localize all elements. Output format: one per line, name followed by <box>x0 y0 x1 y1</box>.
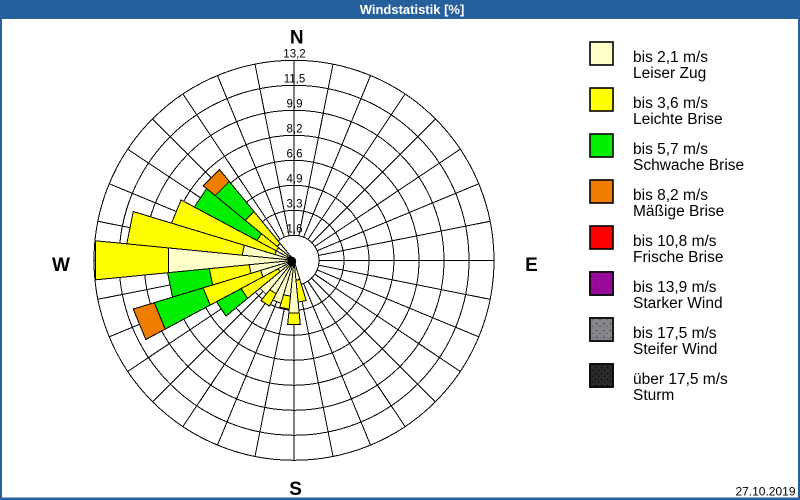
svg-text:Frische Brise: Frische Brise <box>633 249 723 266</box>
svg-text:11,5: 11,5 <box>284 73 306 85</box>
svg-text:W: W <box>52 255 70 276</box>
svg-text:27.10.2019: 27.10.2019 <box>735 484 795 498</box>
svg-text:Schwache Brise: Schwache Brise <box>633 157 744 174</box>
svg-text:4,9: 4,9 <box>287 173 303 185</box>
svg-text:bis 2,1 m/s: bis 2,1 m/s <box>633 49 708 66</box>
svg-text:über 17,5 m/s: über 17,5 m/s <box>633 371 728 388</box>
svg-text:N: N <box>290 27 304 48</box>
svg-text:Steifer Wind: Steifer Wind <box>633 341 717 358</box>
svg-text:bis 8,2 m/s: bis 8,2 m/s <box>633 187 708 204</box>
svg-text:1,6: 1,6 <box>287 223 303 235</box>
svg-text:6,6: 6,6 <box>287 148 303 160</box>
svg-text:Starker Wind: Starker Wind <box>633 295 723 312</box>
svg-text:bis 13,9 m/s: bis 13,9 m/s <box>633 279 717 296</box>
svg-text:bis 10,8 m/s: bis 10,8 m/s <box>633 233 717 250</box>
svg-text:Windstatistik [%]: Windstatistik [%] <box>360 2 465 17</box>
svg-text:bis 17,5 m/s: bis 17,5 m/s <box>633 325 717 342</box>
svg-text:3,3: 3,3 <box>287 198 303 210</box>
svg-text:Mäßige Brise: Mäßige Brise <box>633 203 724 220</box>
svg-text:Sturm: Sturm <box>633 387 674 404</box>
svg-text:13,2: 13,2 <box>283 48 305 60</box>
svg-text:E: E <box>525 255 538 276</box>
svg-text:bis 3,6 m/s: bis 3,6 m/s <box>633 95 708 112</box>
svg-text:9,9: 9,9 <box>287 98 303 110</box>
svg-text:Leiser Zug: Leiser Zug <box>633 65 706 82</box>
svg-text:8,2: 8,2 <box>287 123 303 135</box>
svg-text:Leichte Brise: Leichte Brise <box>633 111 723 128</box>
svg-text:S: S <box>289 479 302 500</box>
svg-text:bis 5,7 m/s: bis 5,7 m/s <box>633 141 708 158</box>
